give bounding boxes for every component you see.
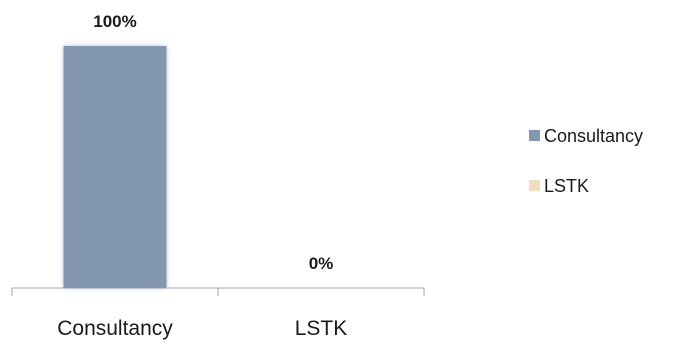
legend-label-lstk: LSTK <box>544 176 589 196</box>
legend-label-consultancy: Consultancy <box>544 126 643 146</box>
data-labels-group: 100% 0% <box>93 12 333 273</box>
data-label-lstk: 0% <box>309 254 334 273</box>
bars-group <box>63 46 167 288</box>
data-label-consultancy: 100% <box>93 12 136 31</box>
legend: Consultancy LSTK <box>529 126 643 196</box>
legend-swatch-consultancy <box>529 130 540 141</box>
bar-consultancy <box>63 46 167 288</box>
legend-swatch-lstk <box>529 180 540 191</box>
x-tick-label-lstk: LSTK <box>295 317 348 340</box>
x-tick-label-consultancy: Consultancy <box>57 317 173 340</box>
x-tick-labels: Consultancy LSTK <box>57 317 347 340</box>
